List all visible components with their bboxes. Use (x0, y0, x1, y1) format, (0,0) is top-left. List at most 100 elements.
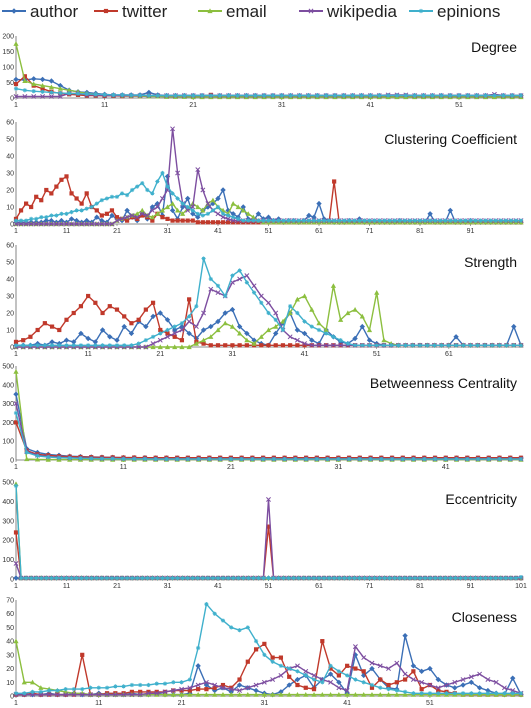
epinions-point (372, 218, 377, 223)
epinions-point (22, 691, 27, 696)
epinions-point (58, 90, 63, 96)
wikipedia-point (270, 677, 276, 682)
epinions-point (28, 343, 33, 348)
y-tick-label: 100 (2, 65, 14, 72)
epinions-point (403, 93, 408, 98)
y-tick-label: 30 (6, 294, 14, 301)
twitter-point (196, 687, 201, 692)
twitter-point (136, 317, 141, 322)
epinions-point (259, 300, 264, 305)
twitter-point (201, 341, 206, 346)
epinions-point (468, 218, 473, 223)
wikipedia-point (143, 344, 149, 350)
epinions-point (146, 682, 151, 688)
epinions-point (412, 575, 418, 581)
epinions-point (13, 86, 19, 91)
series-wikipedia (13, 497, 524, 581)
epinions-point (448, 93, 453, 98)
twitter-point (215, 343, 221, 348)
wikipedia-point (302, 341, 308, 347)
epinions-point (245, 625, 250, 630)
wikipedia-point (13, 93, 19, 99)
epinions-point (13, 218, 19, 223)
epinions-point (226, 213, 231, 218)
wikipedia-point (137, 692, 143, 698)
epinions-point (122, 343, 127, 348)
twitter-point (129, 689, 135, 694)
epinions-point (345, 341, 350, 346)
wikipedia-point (435, 685, 441, 691)
twitter-point (170, 218, 175, 223)
epinions-point (175, 456, 180, 462)
x-tick-label: 91 (467, 228, 475, 235)
email-point (13, 638, 19, 644)
epinions-point (311, 677, 317, 682)
epinions-point (417, 575, 423, 581)
twitter-point (345, 663, 350, 668)
twitter-point (320, 639, 325, 644)
twitter-point (64, 174, 69, 179)
epinions-point (256, 575, 261, 581)
y-tick-label: 0 (10, 694, 14, 701)
legend-label-wikipedia: wikipedia (326, 2, 397, 21)
email-point (39, 83, 46, 88)
epinions-point (130, 575, 135, 581)
wikipedia-point (266, 497, 271, 502)
author-point (220, 187, 226, 193)
twitter-point (109, 208, 115, 213)
epinions-point (458, 218, 463, 223)
epinions-point (78, 456, 83, 461)
twitter-point (253, 647, 259, 652)
epinions-point (463, 575, 468, 581)
epinions-point (201, 256, 206, 261)
wikipedia-point (154, 690, 160, 696)
epinions-point (428, 575, 433, 581)
author-point (114, 337, 120, 343)
wikipedia-point (485, 677, 491, 682)
panel-clustering-coefficient: 0 10 20 30 40 50 60 1 11 21 31 41 51 61 71 81 91 Clusteri… (0, 118, 531, 236)
legend-entry-author: author (2, 2, 79, 21)
epinions-point (114, 194, 120, 199)
epinions-point (140, 181, 145, 186)
epinions-point (89, 575, 94, 581)
legend-epinions-point (418, 8, 424, 14)
series-line-author (15, 78, 521, 97)
epinions-point (446, 343, 451, 348)
epinions-point (510, 691, 515, 696)
epinions-point (226, 575, 231, 581)
epinions-point (145, 575, 150, 581)
y-tick-label: 50 (6, 625, 14, 632)
epinions-point (392, 218, 397, 223)
epinions-point (498, 575, 503, 581)
wikipedia-point (361, 655, 367, 661)
x-tick-label: 31 (164, 228, 172, 235)
epinions-point (483, 218, 488, 223)
email-point (134, 211, 140, 216)
epinions-point (99, 456, 105, 461)
twitter-point (187, 297, 192, 302)
epinions-point (367, 575, 372, 581)
email-point (175, 207, 181, 213)
epinions-point (291, 575, 296, 581)
epinions-point (443, 218, 448, 223)
x-tick-label: 101 (515, 583, 527, 590)
epinions-point (165, 575, 170, 581)
epinions-point (377, 218, 382, 223)
twitter-point (74, 196, 79, 201)
epinions-point (407, 575, 412, 581)
epinions-point (266, 575, 271, 581)
legend-wikipedia-point (308, 8, 314, 14)
epinions-point (315, 93, 320, 98)
epinions-point (99, 575, 104, 581)
x-tick-label: 1 (14, 464, 18, 471)
x-tick-label: 31 (278, 102, 286, 109)
epinions-point (57, 343, 62, 348)
wikipedia-point (316, 342, 322, 348)
wikipedia-point (200, 187, 206, 193)
author-point (327, 671, 334, 677)
author-point (190, 211, 196, 217)
epinions-point (456, 93, 462, 98)
wikipedia-point (328, 679, 334, 685)
epinions-point (468, 575, 473, 581)
